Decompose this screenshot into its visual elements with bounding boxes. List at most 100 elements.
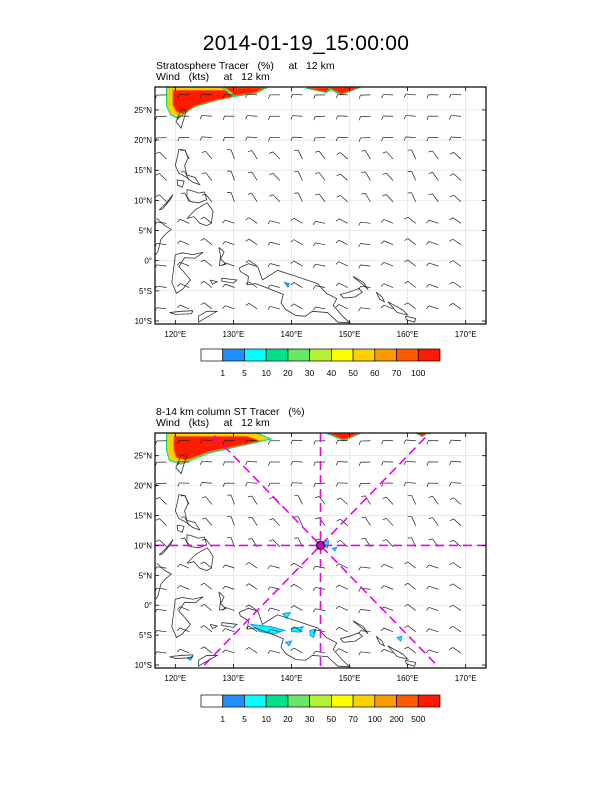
wind-barb xyxy=(224,564,235,569)
coastline xyxy=(209,279,219,285)
wind-barb xyxy=(293,217,303,224)
wind-barb xyxy=(365,171,371,181)
wind-barb xyxy=(179,563,190,569)
wind-barb-flag xyxy=(358,95,361,100)
wind-barb xyxy=(251,150,258,160)
wind-barb-flag xyxy=(155,286,158,290)
wind-barb xyxy=(383,585,394,590)
wind-barb-flag xyxy=(155,137,157,142)
colorbar-label: 5 xyxy=(242,714,247,724)
wind-barb-flag xyxy=(268,483,271,488)
wind-barb-flag xyxy=(155,194,160,197)
wind-barb xyxy=(248,217,258,224)
wind-barb-flag xyxy=(336,152,341,155)
wind-barb-flag xyxy=(199,115,203,120)
wind-barb-flag xyxy=(428,172,433,174)
wind-barb-flag xyxy=(335,304,340,308)
wind-barb-flag xyxy=(313,462,316,467)
wind-barb-flag xyxy=(313,116,316,121)
wind-barb xyxy=(315,629,326,633)
wind-barb-flag xyxy=(155,462,157,467)
lon-tick-label: 120°E xyxy=(164,330,186,339)
wind-barb xyxy=(251,193,258,203)
lat-tick-label: 25°N xyxy=(134,452,152,461)
wind-barb-flag xyxy=(269,539,274,542)
wind-barb-flag xyxy=(247,538,252,540)
wind-barb-flag xyxy=(358,221,361,226)
wind-barb-flag xyxy=(200,582,205,586)
wind-barb-flag xyxy=(449,260,453,264)
wind-barb xyxy=(203,302,213,310)
wind-barb-flag xyxy=(312,306,316,311)
wind-barb xyxy=(292,115,303,117)
wind-barb xyxy=(340,518,349,526)
wind-barb-flag xyxy=(358,651,361,656)
wind-barb xyxy=(156,587,167,590)
wind-barb xyxy=(338,563,348,569)
wind-barb-flag xyxy=(358,587,361,592)
wind-barb-flag xyxy=(449,238,453,242)
wind-barb xyxy=(270,263,280,267)
wind-barb-flag xyxy=(380,240,385,245)
wind-barb-flag xyxy=(403,482,407,487)
wind-barb xyxy=(297,495,303,505)
wind-barb xyxy=(230,494,235,505)
wind-barb xyxy=(338,239,348,246)
wind-barb-flag xyxy=(245,604,250,608)
lon-tick-label: 150°E xyxy=(339,674,361,683)
wind-barb-flag xyxy=(404,561,409,565)
wind-barb xyxy=(405,439,416,442)
wind-barb-flag xyxy=(245,461,248,466)
wind-barb-flag xyxy=(290,626,295,630)
wind-barb xyxy=(297,171,303,181)
wind-barb xyxy=(297,537,303,548)
wind-barb-flag xyxy=(403,115,407,120)
wind-barb xyxy=(205,193,213,203)
wind-barb xyxy=(453,518,462,526)
wind-barb-flag xyxy=(290,303,295,307)
wind-barb-flag xyxy=(245,136,248,141)
wind-barb xyxy=(293,239,303,246)
wind-barb xyxy=(292,461,303,463)
wind-barb xyxy=(386,518,394,526)
colorbar-label: 100 xyxy=(411,368,425,378)
wind-barb-flag xyxy=(155,539,160,542)
coastline xyxy=(176,524,185,533)
wind-barb xyxy=(360,651,371,654)
wind-barb xyxy=(453,497,462,505)
wind-barb xyxy=(203,216,213,224)
panel2-title-line2: Wind (kts) at 12 km xyxy=(156,417,270,429)
wind-barb-flag xyxy=(313,137,316,142)
wind-barb-flag xyxy=(290,282,295,286)
wind-barb-flag xyxy=(312,650,316,655)
wind-barb-flag xyxy=(335,440,339,445)
wind-barb-flag xyxy=(199,93,203,98)
wind-barb-flag xyxy=(426,628,430,632)
wind-barb xyxy=(318,172,326,181)
wind-barb xyxy=(179,585,190,590)
wind-barb-flag xyxy=(382,539,387,542)
wind-barb-flag xyxy=(335,218,340,222)
wind-barb xyxy=(156,307,167,310)
wind-barb-flag xyxy=(155,94,157,99)
coastline xyxy=(175,108,187,129)
wind-barb-flag xyxy=(449,604,453,608)
wind-barb-flag xyxy=(267,263,271,267)
wind-barb xyxy=(383,219,394,224)
wind-barb-flag xyxy=(358,137,361,142)
wind-barb xyxy=(156,630,167,633)
wind-barb-flag xyxy=(358,116,361,121)
coastline xyxy=(221,277,238,284)
coastline xyxy=(186,547,214,571)
tracer-field-low xyxy=(323,539,330,549)
wind-barb-flag xyxy=(361,495,366,497)
wind-barb-flag xyxy=(426,649,430,654)
wind-barb xyxy=(451,439,462,442)
tracer-field-low xyxy=(284,640,293,647)
map-panel-1: 120°E 130°E 140°E 150°E 160°E 170°E 25°N 20°N 15… xyxy=(134,86,487,339)
wind-barb-flag xyxy=(428,538,433,541)
wind-barb-flag xyxy=(177,304,181,309)
wind-barb-flag xyxy=(245,562,250,566)
wind-barb-flag xyxy=(335,115,339,120)
wind-barb xyxy=(383,283,394,288)
